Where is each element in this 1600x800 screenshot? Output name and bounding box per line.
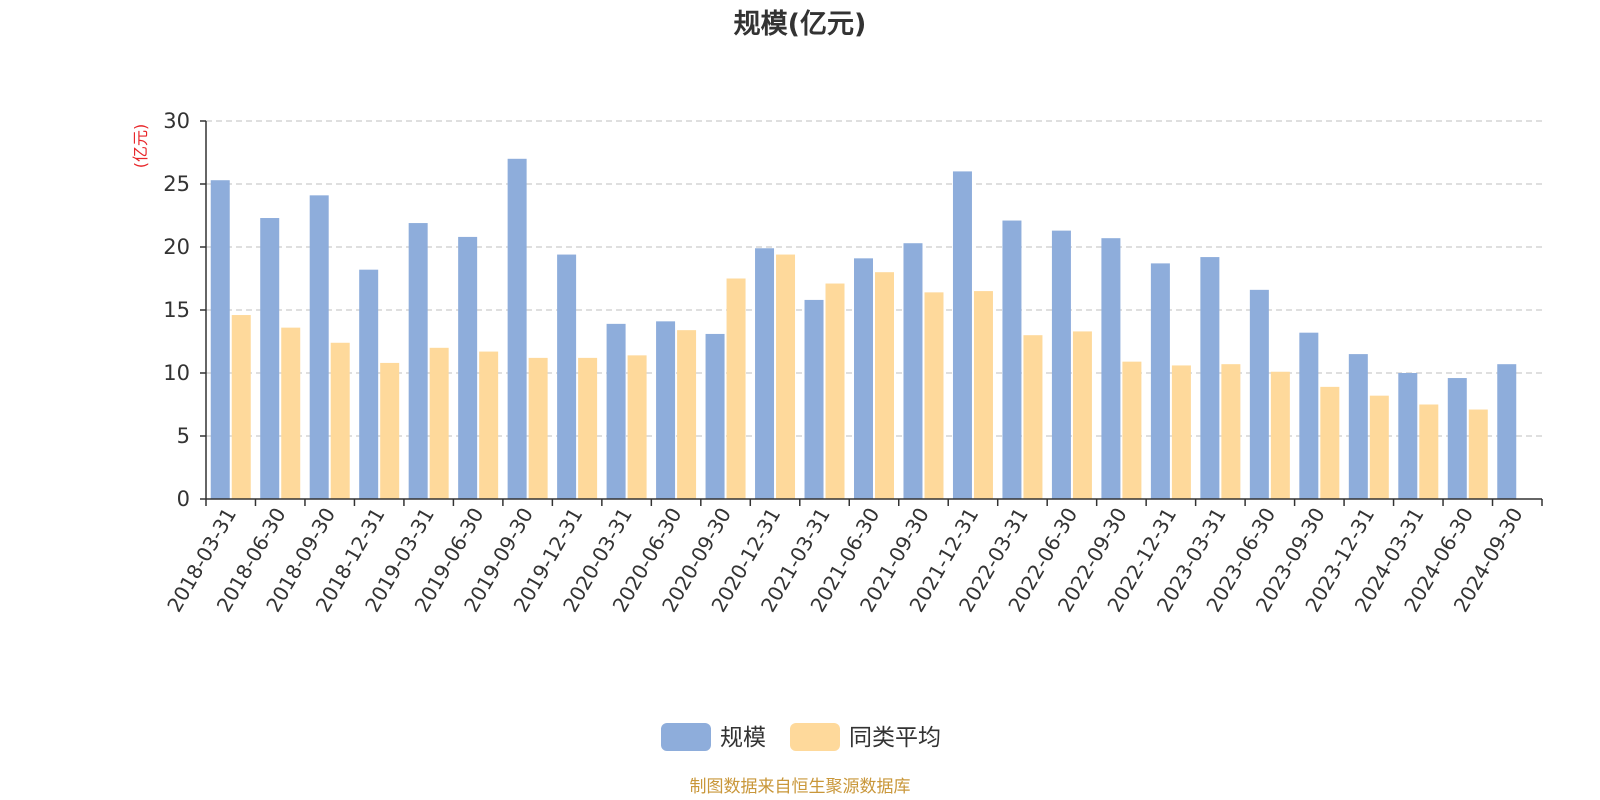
bar-peer-average-2018-09-30 (330, 342, 350, 499)
x-tick-labels: 2018-03-312018-06-302018-09-302018-12-31… (162, 504, 1527, 617)
bar-scale-2019-06-30 (458, 236, 478, 500)
bar-peer-average-2024-03-31 (1419, 404, 1439, 499)
bar-peer-average-2021-06-30 (875, 272, 894, 499)
bar-peer-average-2021-12-31 (973, 291, 993, 499)
bar-scale-2018-09-30 (309, 195, 329, 499)
bar-scale-2018-06-30 (260, 218, 280, 499)
bar-peer-average-2022-12-31 (1171, 365, 1191, 499)
bar-scale-2021-09-30 (903, 243, 923, 499)
bar-peer-average-2023-06-30 (1270, 371, 1290, 499)
y-tick-label: 15 (163, 298, 190, 322)
bar-peer-average-2022-03-31 (1023, 335, 1043, 499)
bar-scale-2020-09-30 (705, 333, 725, 499)
bar-peer-average-2023-03-31 (1221, 364, 1241, 499)
bar-peer-average-2022-06-30 (1072, 331, 1092, 499)
bar-peer-average-2018-06-30 (281, 327, 301, 499)
bar-scale-2021-06-30 (854, 258, 873, 499)
bar-scale-2019-03-31 (408, 223, 428, 499)
bar-peer-average-2020-09-30 (726, 278, 746, 499)
legend-label-peer-average[interactable]: 同类平均 (849, 725, 941, 751)
data-source-note: 制图数据来自恒生聚源数据库 (690, 777, 911, 797)
bar-peer-average-2024-06-30 (1468, 409, 1488, 499)
bar-scale-2024-03-31 (1398, 373, 1418, 499)
bar-peer-average-2019-03-31 (429, 347, 449, 499)
bar-scale-2018-12-31 (359, 269, 379, 499)
y-tick-labels: 0 5 10 15 20 25 30 (163, 109, 190, 511)
grid-lines (206, 120, 1542, 437)
bar-peer-average-2023-12-31 (1369, 395, 1389, 499)
bar-peer-average-2022-09-30 (1122, 361, 1142, 499)
bar-scale-2024-09-30 (1497, 364, 1517, 499)
legend: 规模 同类平均 (661, 723, 941, 751)
bar-scale-2020-06-30 (656, 321, 676, 499)
bar-scale-2023-03-31 (1200, 257, 1220, 499)
bar-peer-average-2021-09-30 (924, 292, 944, 499)
y-axis-unit-label: (亿元) (131, 124, 150, 169)
bar-scale-2021-12-31 (952, 171, 972, 499)
bar-peer-average-2019-09-30 (528, 357, 548, 499)
bar-scale-2023-09-30 (1299, 332, 1319, 499)
legend-swatch-scale[interactable] (661, 723, 711, 751)
legend-swatch-peer-average[interactable] (790, 723, 840, 751)
y-tick-label: 20 (163, 235, 190, 259)
bar-peer-average-2023-09-30 (1320, 386, 1340, 499)
axes (200, 120, 1543, 506)
bar-peer-average-2020-06-30 (677, 330, 697, 499)
bar-peer-average-2018-12-31 (380, 362, 400, 499)
bar-peer-average-2019-06-30 (479, 351, 499, 499)
bar-peer-average-2021-03-31 (825, 283, 845, 499)
bar-peer-average-2018-03-31 (231, 315, 251, 499)
y-tick-label: 10 (163, 361, 190, 385)
y-tick-label: 5 (177, 424, 190, 448)
y-tick-label: 25 (163, 172, 190, 196)
y-tick-label: 0 (177, 487, 190, 511)
bar-scale-2019-12-31 (557, 254, 577, 499)
bars (210, 158, 1517, 500)
bar-peer-average-2019-12-31 (578, 357, 598, 499)
bar-scale-2021-03-31 (804, 299, 824, 499)
bar-scale-2020-12-31 (755, 248, 775, 499)
legend-label-scale[interactable]: 规模 (720, 725, 766, 751)
bar-scale-2020-03-31 (606, 323, 626, 499)
chart-title: 规模(亿元) (734, 9, 867, 40)
bar-scale-2022-12-31 (1150, 263, 1170, 499)
bar-scale-2022-03-31 (1002, 220, 1022, 500)
bar-scale-2023-06-30 (1249, 289, 1269, 499)
bar-scale-2024-06-30 (1447, 378, 1467, 499)
bar-scale-2023-12-31 (1348, 354, 1368, 499)
y-tick-label: 30 (163, 109, 190, 133)
bar-peer-average-2020-03-31 (627, 355, 647, 499)
bar-scale-2022-06-30 (1051, 230, 1071, 499)
bar-scale-2022-09-30 (1101, 238, 1121, 499)
bar-scale-2019-09-30 (507, 158, 527, 500)
bar-scale-2018-03-31 (210, 180, 230, 499)
bar-peer-average-2020-12-31 (776, 254, 796, 499)
